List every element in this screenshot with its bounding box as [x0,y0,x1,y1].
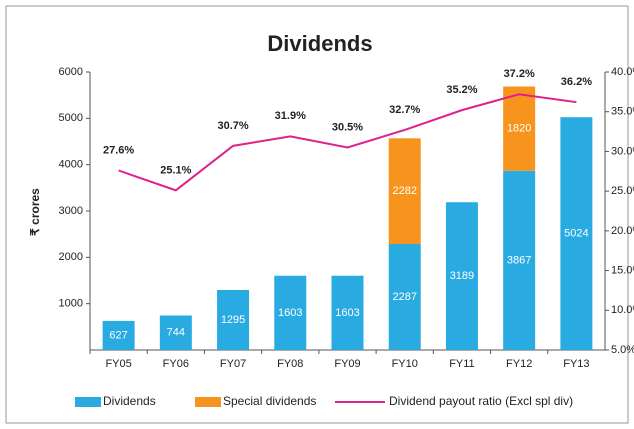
bar [388,244,421,350]
bar [388,138,421,245]
bar [102,320,135,350]
x-tick-label: FY05 [105,358,131,370]
y-tick-label: 3000 [59,205,83,217]
y-axis-label: ₹ crores [28,188,42,236]
bar-label: 2282 [392,185,416,197]
line [118,93,577,192]
line-label: 27.6% [103,144,134,156]
y2-tick-label: 20.0% [611,225,634,237]
bar [159,315,192,350]
line-label: 35.2% [446,84,477,96]
bar-label: 1820 [507,123,531,135]
y2-tick-label: 10.0% [611,304,634,316]
y2-tick-label: 40.0% [611,66,634,78]
y-tick-label: 1000 [59,298,83,310]
x-tick-label: FY12 [506,358,532,370]
line-label: 25.1% [160,164,191,176]
bar-label: 5024 [564,228,588,240]
legend-label: Dividends [103,394,156,408]
bar-label: 3189 [450,270,474,282]
line-label: 30.5% [332,121,363,133]
bar [445,202,478,350]
line-label: 36.2% [561,76,592,88]
x-tick-label: FY08 [277,358,303,370]
x-tick-label: FY11 [449,358,474,370]
bar [217,289,250,350]
y2-tick-label: 25.0% [611,185,634,197]
line-label: 32.7% [389,104,420,116]
bar [503,86,536,171]
y2-tick-label: 5.0% [611,344,634,356]
bar [331,275,364,350]
y2-tick-label: 35.0% [611,106,634,118]
bar-label: 1295 [221,314,245,326]
x-tick-label: FY13 [563,358,589,370]
legend-swatch [195,397,221,407]
x-tick-label: FY10 [392,358,418,370]
line-label: 37.2% [504,68,535,80]
line-label: 31.9% [275,110,306,122]
bar [560,117,593,350]
bar-label: 744 [167,327,185,339]
y-tick-label: 6000 [59,66,83,78]
x-tick-label: FY06 [163,358,189,370]
y2-tick-label: 15.0% [611,264,634,276]
x-tick-label: FY09 [334,358,360,370]
line-label: 30.7% [217,120,248,132]
bar [503,170,536,350]
chart-title: Dividends [267,31,372,56]
bar-label: 2287 [392,291,416,303]
x-tick-label: FY07 [220,358,246,370]
y2-tick-label: 30.0% [611,145,634,157]
bar-label: 627 [109,329,127,341]
bar-label: 1603 [335,307,359,319]
legend-label: Dividend payout ratio (Excl spl div) [389,394,573,408]
bar-label: 1603 [278,307,302,319]
y-tick-label: 2000 [59,251,83,263]
legend-label: Special dividends [223,394,316,408]
legend-swatch [75,397,101,407]
bar-label: 3867 [507,254,531,266]
bar [274,275,307,350]
y-tick-label: 4000 [59,159,83,171]
y-tick-label: 5000 [59,112,83,124]
